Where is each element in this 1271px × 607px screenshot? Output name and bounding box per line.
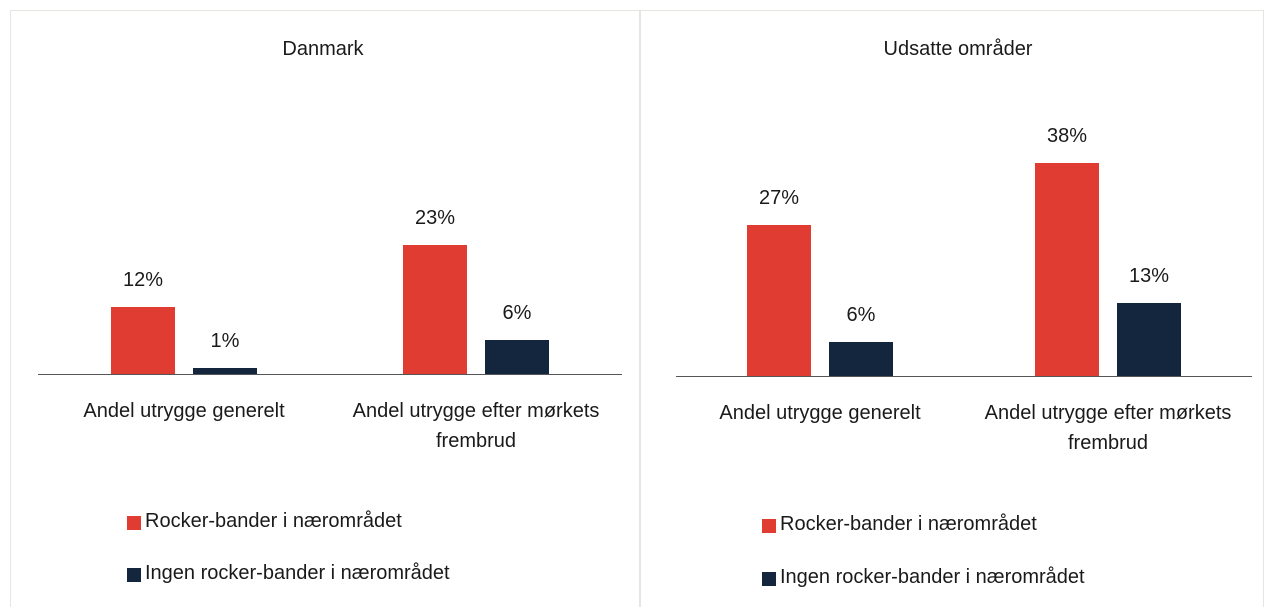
chart-title: Udsatte områder <box>883 38 1033 60</box>
data-label: 38% <box>1046 125 1088 148</box>
legend-label: Rocker-bander i nærområdet <box>780 513 1037 535</box>
data-label: 6% <box>846 304 876 327</box>
legend-label: Ingen rocker-bander i nærområdet <box>145 562 450 584</box>
x-tick-label: Andel utrygge efter mørkets frembrud <box>984 402 1232 454</box>
bar <box>111 306 175 374</box>
data-label: 1% <box>210 330 240 353</box>
data-label: 23% <box>414 207 456 230</box>
bar <box>829 342 893 376</box>
data-label: 13% <box>1128 265 1170 288</box>
x-tick-label: Andel utrygge generelt <box>83 400 285 422</box>
x-axis <box>676 376 1252 377</box>
legend-label: Ingen rocker-bander i nærområdet <box>780 566 1085 588</box>
data-label: 6% <box>502 302 532 325</box>
x-tick-label: Andel utrygge efter mørkets frembrud <box>352 400 600 452</box>
legend-swatch <box>762 572 776 586</box>
panel <box>640 10 1264 607</box>
legend-label: Rocker-bander i nærområdet <box>145 510 402 532</box>
legend-swatch <box>127 516 141 530</box>
bar <box>747 224 811 376</box>
bar <box>193 368 257 374</box>
bar <box>485 340 549 374</box>
legend-swatch <box>762 519 776 533</box>
bar <box>1117 303 1181 376</box>
bar <box>403 245 467 374</box>
panel <box>10 10 640 607</box>
x-axis <box>38 374 622 375</box>
x-tick-label: Andel utrygge generelt <box>719 402 921 424</box>
bar <box>1035 163 1099 376</box>
legend-swatch <box>127 568 141 582</box>
data-label: 27% <box>758 186 800 209</box>
data-label: 12% <box>122 268 164 291</box>
chart-title: Danmark <box>282 38 364 60</box>
